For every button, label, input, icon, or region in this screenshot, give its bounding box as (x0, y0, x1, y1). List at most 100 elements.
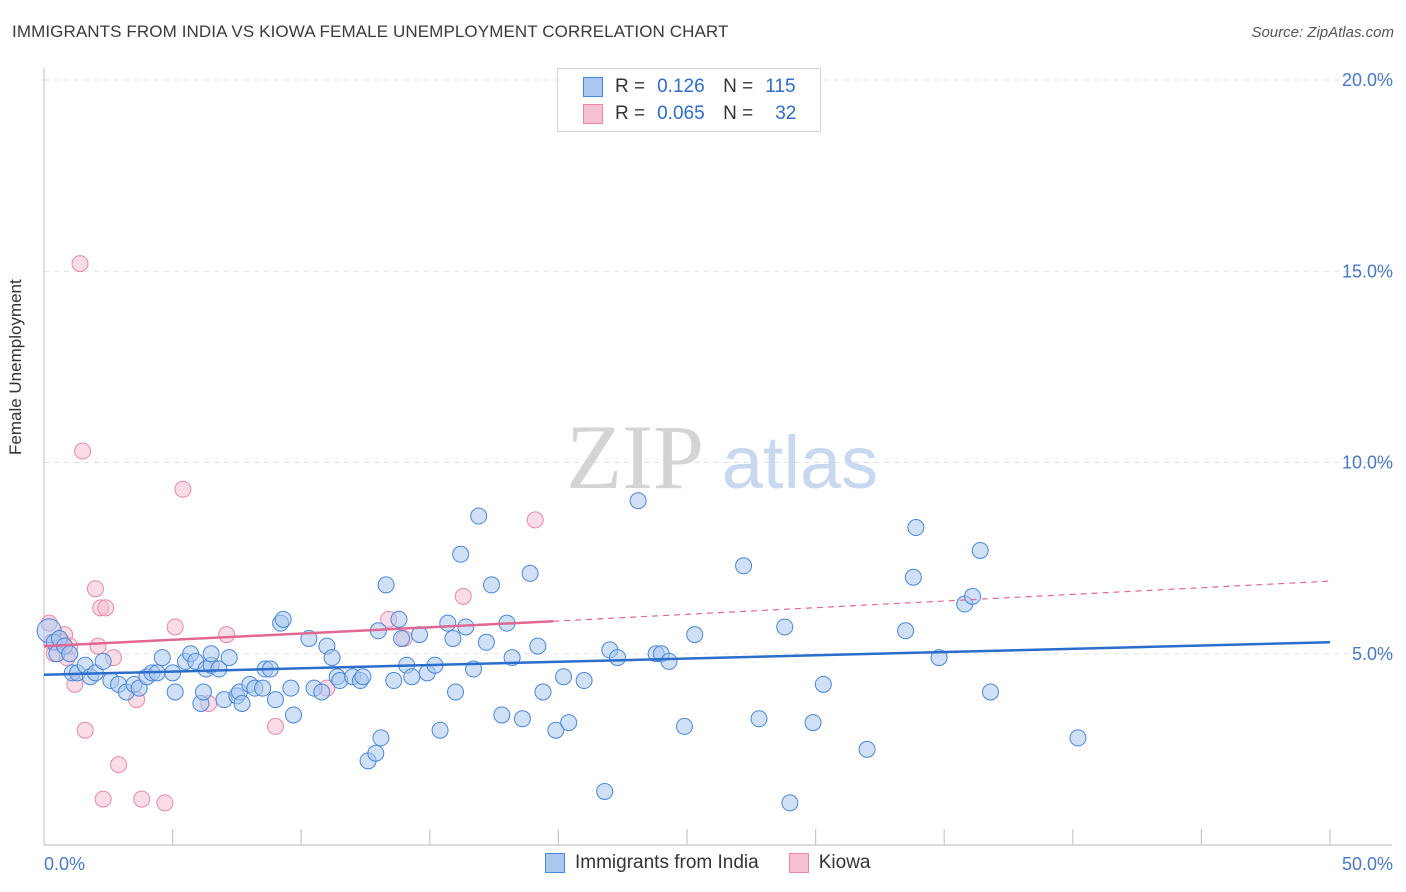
axes (43, 68, 1392, 846)
y-tick-label: 5.0% (1352, 644, 1393, 664)
india-point (194, 683, 212, 701)
india-point (1069, 729, 1087, 747)
india-point (323, 649, 341, 667)
x-tick-label: 50.0% (1342, 854, 1393, 874)
kiowa-point (454, 587, 472, 605)
kiowa-point (76, 721, 94, 739)
kiowa-point (89, 637, 107, 655)
r-label: R = (615, 76, 646, 97)
n-value: 115 (765, 76, 796, 97)
india-point (313, 683, 331, 701)
kiowa-point (74, 442, 92, 460)
india-point (220, 649, 238, 667)
india-point (971, 541, 989, 559)
india-point (555, 668, 573, 686)
trend-lines (43, 580, 1331, 677)
kiowa-trend-line (43, 619, 554, 648)
x-tick-label: 0.0% (44, 854, 85, 874)
india-point (493, 706, 511, 724)
india-point (858, 740, 876, 758)
india-point (444, 629, 462, 647)
india-point (547, 721, 565, 739)
india-point (431, 721, 449, 739)
india-point (282, 679, 300, 697)
kiowa-points (40, 255, 544, 812)
india-point (675, 717, 693, 735)
n-label: N = (723, 103, 754, 124)
legend-item-kiowa[interactable]: Kiowa (788, 852, 870, 874)
n-value: 32 (775, 103, 797, 124)
india-point (385, 672, 403, 690)
india-point (963, 587, 981, 605)
india-point (897, 622, 915, 640)
kiowa-point (110, 756, 128, 774)
kiowa-swatch (583, 104, 603, 124)
india-point (452, 545, 470, 563)
kiowa-point (526, 511, 544, 529)
india-point (377, 576, 395, 594)
india-point (94, 652, 112, 670)
india-point (477, 633, 495, 651)
india-point (372, 729, 390, 747)
legend-row-kiowa: R = 0.065 N = 32 (583, 102, 796, 126)
y-tick-label: 20.0% (1342, 70, 1393, 90)
source-label: Source: ZipAtlas.com (1251, 24, 1394, 41)
y-tick-label: 10.0% (1342, 453, 1393, 473)
india-point (907, 519, 925, 537)
india-point (513, 710, 531, 728)
india-point (629, 492, 647, 510)
india-point (609, 649, 627, 667)
india-point (202, 645, 220, 663)
india-point (470, 507, 488, 525)
india-point (904, 568, 922, 586)
india-point (503, 649, 521, 667)
india-point (439, 614, 457, 632)
india-point (735, 557, 753, 575)
india-point (529, 637, 547, 655)
kiowa-point (86, 580, 104, 598)
legend-row-india: R = 0.126 N = 115 (583, 75, 796, 99)
kiowa-point (133, 790, 151, 808)
india-point (166, 683, 184, 701)
india-point (750, 710, 768, 728)
india-point (575, 672, 593, 690)
india-point (254, 679, 272, 697)
r-value: 0.126 (657, 76, 705, 97)
kiowa-point (266, 717, 284, 735)
india-point (686, 626, 704, 644)
correlation-legend: R = 0.126 N = 115 R = 0.065 N = 32 (557, 68, 821, 132)
india-point (534, 683, 552, 701)
kiowa-point (156, 794, 174, 812)
india-point (266, 691, 284, 709)
y-tick-label: 15.0% (1342, 261, 1393, 281)
india-point (393, 629, 411, 647)
india-point (274, 610, 292, 628)
watermark: ZIP atlas (566, 406, 878, 508)
kiowa-swatch (788, 853, 809, 873)
india-point (61, 645, 79, 663)
india-point (483, 576, 501, 594)
kiowa-point (166, 618, 184, 636)
kiowa-trend-extension (553, 580, 1331, 622)
kiowa-point (218, 626, 236, 644)
r-label: R = (615, 103, 646, 124)
india-point (930, 649, 948, 667)
india-point (447, 683, 465, 701)
india-point (814, 675, 832, 693)
india-swatch (545, 853, 565, 873)
india-point (403, 668, 421, 686)
india-swatch (583, 77, 603, 97)
kiowa-point (71, 255, 89, 273)
india-point (981, 683, 999, 701)
india-point (284, 706, 302, 724)
india-point (776, 618, 794, 636)
india-point (521, 564, 539, 582)
kiowa-point (174, 480, 192, 498)
india-point (781, 794, 799, 812)
india-point (560, 714, 578, 732)
watermark-zip: ZIP (566, 406, 704, 508)
watermark-atlas: atlas (722, 421, 878, 504)
legend-item-india[interactable]: Immigrants from India (545, 852, 759, 874)
chart-title: IMMIGRANTS FROM INDIA VS KIOWA FEMALE UN… (12, 22, 729, 41)
india-point (354, 668, 372, 686)
